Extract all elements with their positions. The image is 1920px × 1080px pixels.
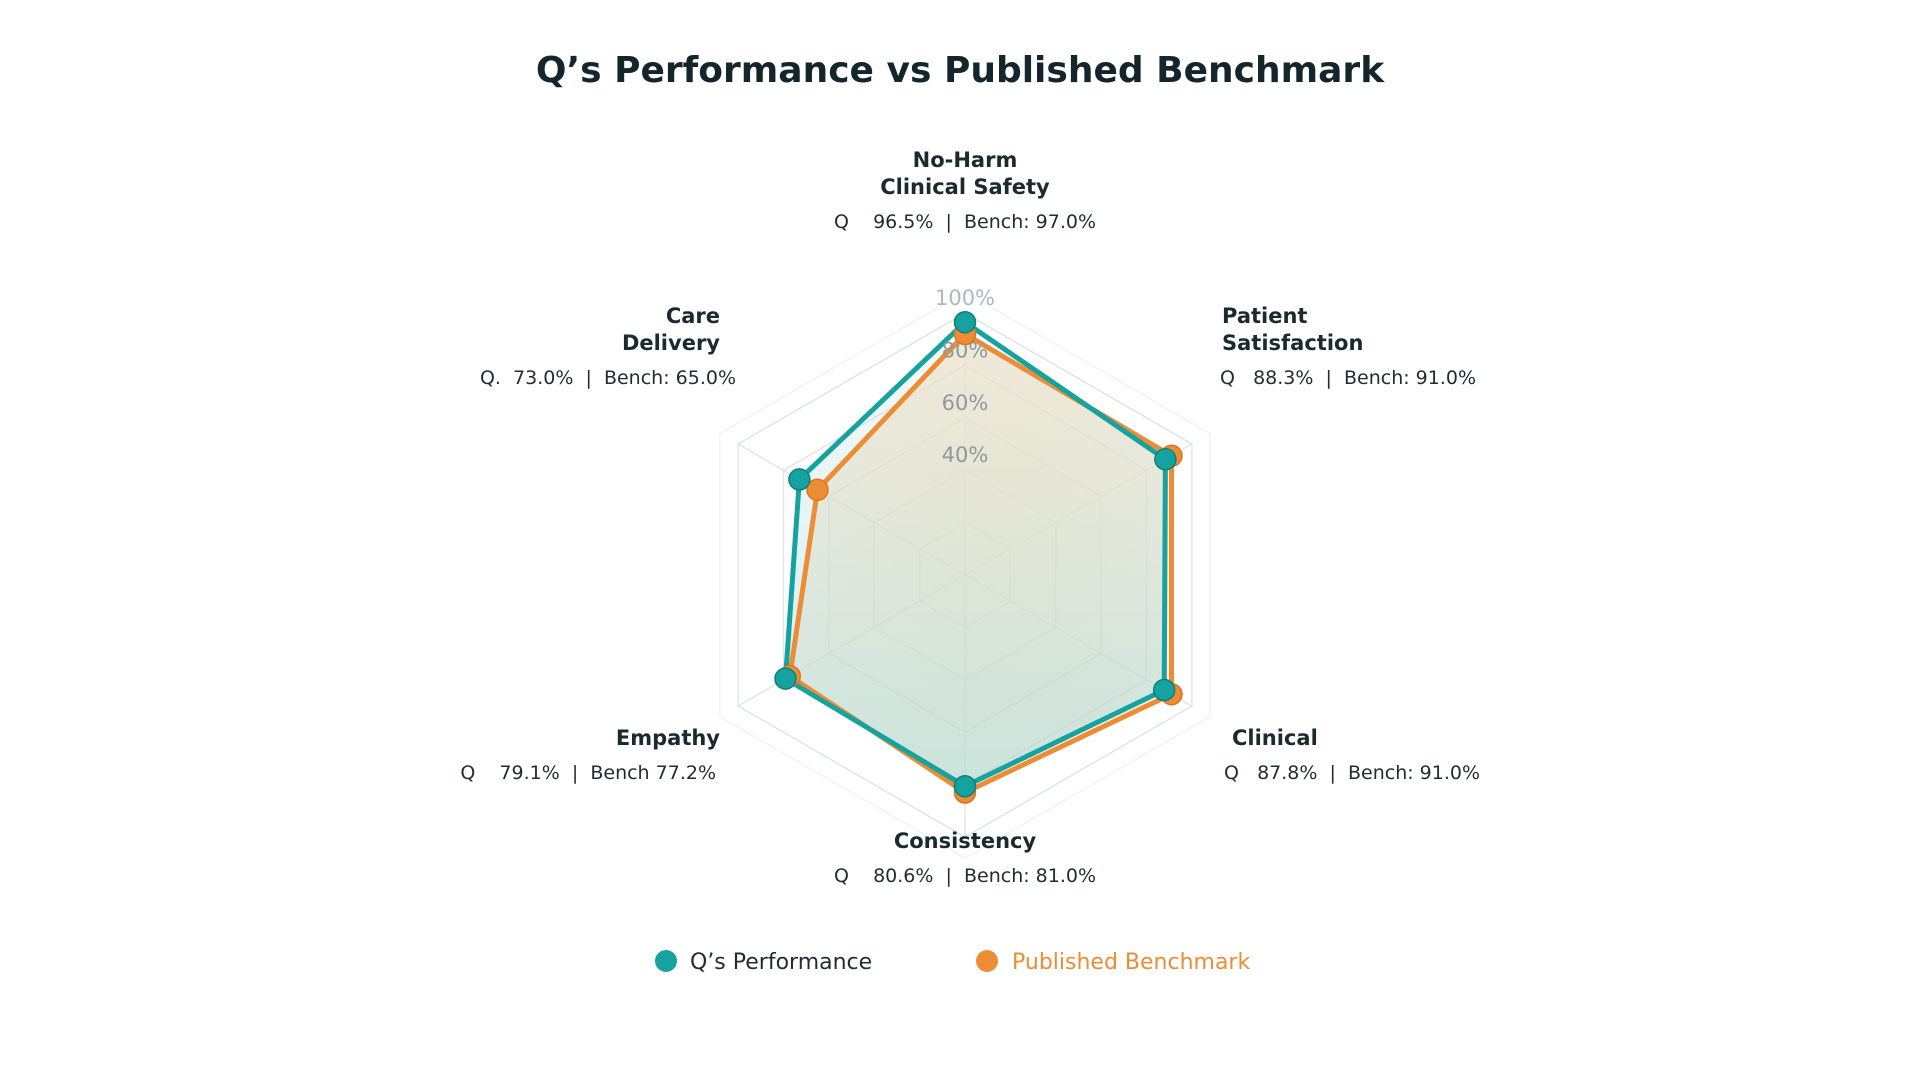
series-point-0-1 <box>1154 448 1177 471</box>
axis-value-label: Q 80.6% | Bench: 81.0% <box>834 865 1096 887</box>
series-point-0-4 <box>774 667 797 690</box>
axis-name-line: Clinical <box>1232 726 1318 750</box>
axis-label-5: Care Delivery Q. 73.0% | Bench: 65.0% <box>480 304 736 389</box>
tick-label-60: 60% <box>942 391 989 415</box>
axis-name-line: Delivery <box>622 331 720 355</box>
axis-name-line: Empathy <box>616 726 720 750</box>
axis-label-2: Clinical Q 87.8% | Bench: 91.0% <box>1224 726 1480 784</box>
axis-label-3: Consistency Q 80.6% | Bench: 81.0% <box>834 829 1096 887</box>
axis-value-label: Q. 73.0% | Bench: 65.0% <box>480 367 736 389</box>
legend-label: Published Benchmark <box>1012 950 1250 975</box>
axis-name-line: Patient <box>1222 304 1307 328</box>
axis-value-label: Q 88.3% | Bench: 91.0% <box>1220 367 1476 389</box>
series-point-0-3 <box>953 774 977 798</box>
grid-outer-ring <box>719 291 1211 859</box>
legend: Q’s Performance Published Benchmark <box>655 950 1250 975</box>
axis-value-label: Q 96.5% | Bench: 97.0% <box>834 211 1096 233</box>
axis-labels: No-Harm Clinical Safety Q 96.5% | Bench: 9… <box>460 148 1480 887</box>
axis-name-line: Consistency <box>894 829 1037 853</box>
axis-name-line: Satisfaction <box>1222 331 1363 355</box>
axis-name-line: Care <box>666 304 720 328</box>
legend-label: Q’s Performance <box>690 950 872 975</box>
series-point-0-2 <box>1152 678 1176 702</box>
axis-label-4: Empathy Q 79.1% | Bench 77.2% <box>460 726 720 784</box>
tick-label-40: 40% <box>942 443 989 467</box>
series-point-1-5 <box>806 478 829 502</box>
axis-label-1: Patient Satisfaction Q 88.3% | Bench: 91.0… <box>1220 304 1476 389</box>
legend-swatch <box>976 950 998 972</box>
axis-value-label: Q 87.8% | Bench: 91.0% <box>1224 762 1480 784</box>
tick-label-100: 100% <box>935 286 995 310</box>
series-point-0-5 <box>788 468 811 491</box>
series-point-0-0 <box>953 310 977 334</box>
axis-name-line: Clinical Safety <box>880 175 1050 199</box>
series-areas <box>785 322 1172 793</box>
axis-value-label: Q 79.1% | Bench 77.2% <box>460 762 716 784</box>
legend-swatch <box>655 950 677 972</box>
radial-tick-labels: 100%80%60%40% <box>935 286 995 467</box>
series-area-0 <box>785 322 1166 787</box>
chart-title: Q’s Performance vs Published Benchmark <box>536 50 1385 91</box>
legend-item-1: Published Benchmark <box>976 950 1250 975</box>
series-points <box>774 310 1183 804</box>
axis-label-0: No-Harm Clinical Safety Q 96.5% | Bench: 9… <box>834 148 1096 233</box>
axis-name-line: No-Harm <box>913 148 1018 172</box>
legend-item-0: Q’s Performance <box>655 950 872 975</box>
